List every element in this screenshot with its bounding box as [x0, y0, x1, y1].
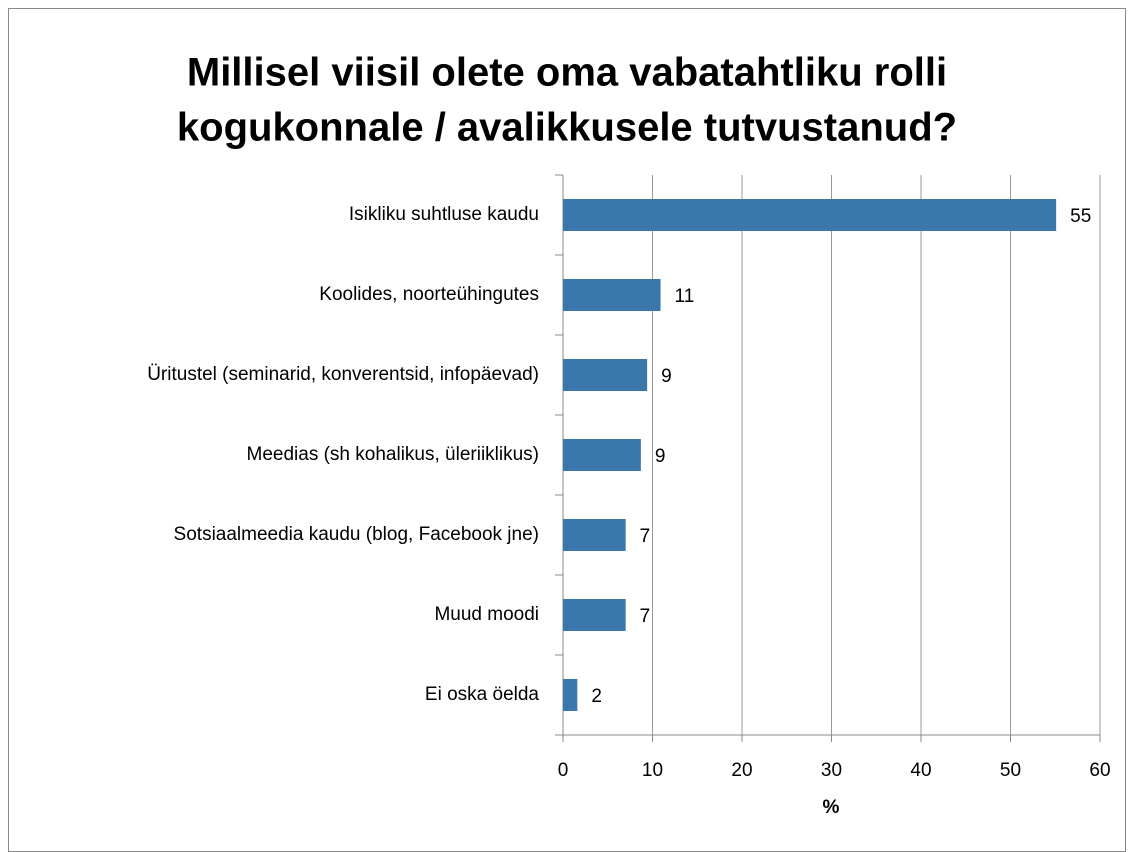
bar: [563, 439, 641, 471]
y-tick-label: Isikliku suhtluse kaudu: [349, 204, 539, 225]
data-label: 2: [591, 686, 602, 707]
bar: [563, 279, 661, 311]
data-label: 11: [675, 286, 695, 307]
bar: [563, 679, 578, 711]
chart-title: kogukonnale / avalikkusele tutvustanud?: [177, 106, 957, 150]
x-tick-label: 0: [558, 760, 569, 781]
data-label: 55: [1070, 206, 1091, 227]
x-tick-label: 10: [642, 760, 663, 781]
x-tick-label: 30: [821, 760, 842, 781]
data-label: 9: [661, 366, 672, 387]
y-tick-label: Meedias (sh kohalikus, üleriiklikus): [247, 444, 540, 465]
y-tick-label: Ei oska öelda: [425, 684, 540, 705]
chart-title: Millisel viisil olete oma vabatahtliku r…: [187, 51, 947, 95]
bar: [563, 519, 626, 551]
y-tick-label: Muud moodi: [434, 604, 539, 625]
y-tick-label: Koolides, noorteühingutes: [319, 284, 539, 305]
x-tick-label: 60: [1089, 760, 1110, 781]
data-label: 7: [640, 606, 651, 627]
bar: [563, 199, 1057, 231]
y-tick-label: Üritustel (seminarid, konverentsid, info…: [147, 364, 539, 385]
x-tick-label: 50: [1000, 760, 1021, 781]
x-tick-label: 40: [910, 760, 931, 781]
bar: [563, 359, 648, 391]
bar: [563, 599, 626, 631]
data-label: 9: [655, 446, 666, 467]
x-tick-label: 20: [731, 760, 752, 781]
y-tick-label: Sotsiaalmeedia kaudu (blog, Facebook jne…: [174, 524, 539, 545]
data-label: 7: [640, 526, 651, 547]
x-axis-label: %: [823, 797, 840, 818]
